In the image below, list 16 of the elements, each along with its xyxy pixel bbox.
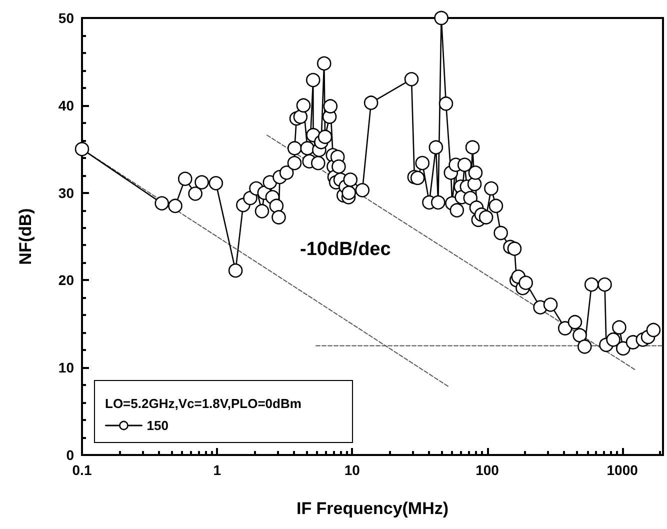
y-tick-label: 20 xyxy=(58,272,74,288)
y-tick-label: 30 xyxy=(58,184,74,201)
y-tick-label: 10 xyxy=(58,360,74,376)
x-tick-label: 1000 xyxy=(606,462,638,478)
x-tick-label: 0.1 xyxy=(72,462,92,478)
annotation: -10dB/dec xyxy=(300,239,392,260)
x-tick-label: 1 xyxy=(213,462,222,478)
x-tick-label: 10 xyxy=(344,462,360,478)
y-tick-label: 40 xyxy=(58,97,74,114)
x-axis-title: IF Frequency(MHz) xyxy=(296,499,449,518)
x-tick-label: 100 xyxy=(476,462,500,478)
y-tick-label: 0 xyxy=(66,447,74,463)
y-tick-label: 50 xyxy=(58,10,74,26)
y-axis-title: NF(dB) xyxy=(16,208,35,265)
legend-title: LO=5.2GHz,Vc=1.8V,PLO=0dBm xyxy=(105,396,302,411)
legend-label: 150 xyxy=(146,418,168,433)
